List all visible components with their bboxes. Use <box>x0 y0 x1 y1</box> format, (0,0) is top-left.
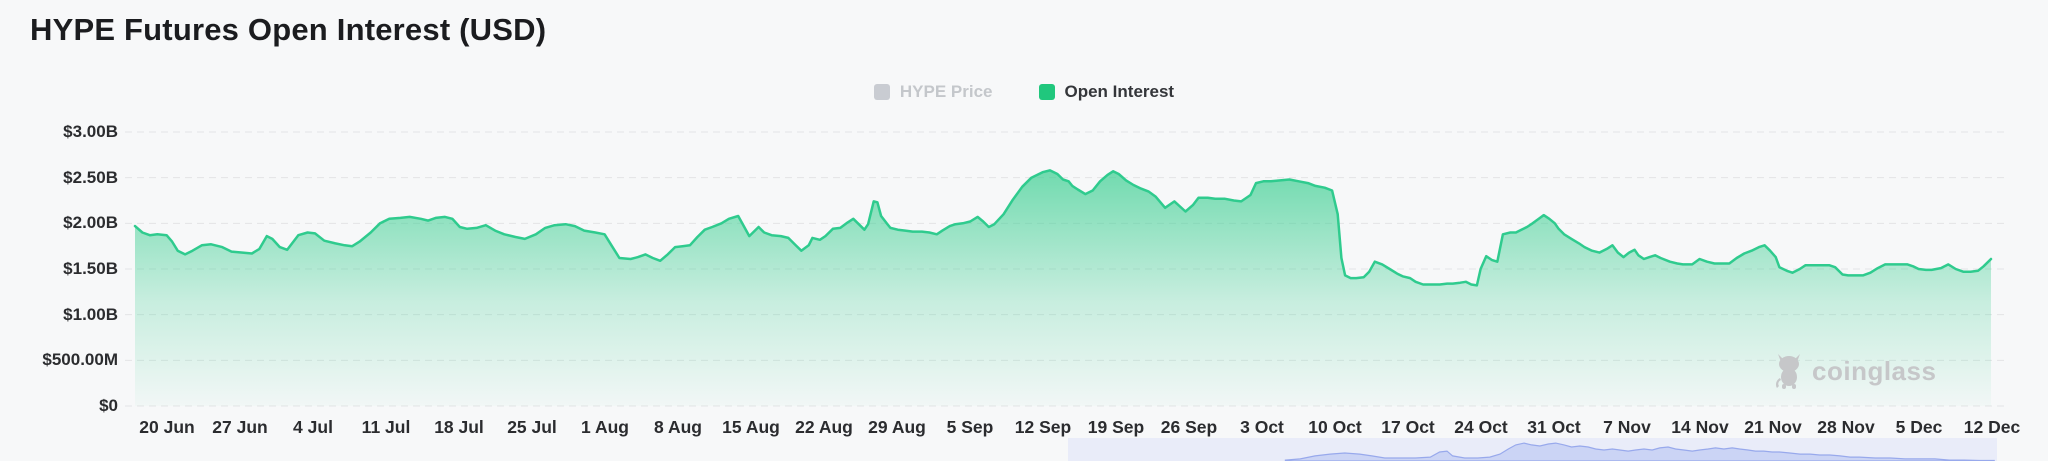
y-axis-tick-label: $2.00B <box>63 213 118 233</box>
x-axis-tick-label: 24 Oct <box>1454 417 1508 437</box>
coinglass-watermark: coinglass <box>1774 352 1936 390</box>
x-axis-tick-label: 14 Nov <box>1671 417 1729 437</box>
x-axis-tick-label: 4 Jul <box>293 417 333 437</box>
x-axis-tick-label: 15 Aug <box>722 417 780 437</box>
x-axis-tick-label: 20 Jun <box>139 417 195 437</box>
legend-item-hype-price[interactable]: HYPE Price <box>873 82 993 102</box>
x-axis-tick-label: 12 Sep <box>1014 417 1072 437</box>
x-axis-tick-label: 18 Jul <box>434 417 484 437</box>
chart-legend: HYPE Price Open Interest <box>0 82 2048 102</box>
x-axis-tick-label: 27 Jun <box>212 417 268 437</box>
preview-area-silhouette <box>1284 442 1995 461</box>
chart-title: HYPE Futures Open Interest (USD) <box>30 12 547 47</box>
x-axis-tick-label: 10 Oct <box>1308 417 1362 437</box>
legend-swatch-open-interest <box>1038 84 1055 100</box>
legend-item-open-interest[interactable]: Open Interest <box>1038 82 1175 102</box>
x-axis-tick-label: 28 Nov <box>1817 417 1875 437</box>
x-axis-tick-label: 26 Sep <box>1160 417 1218 437</box>
x-axis-tick-label: 7 Nov <box>1603 417 1651 437</box>
x-axis-tick-label: 31 Oct <box>1527 417 1581 437</box>
x-axis-tick-label: 1 Aug <box>581 417 629 437</box>
coinglass-watermark-text: coinglass <box>1812 355 1937 386</box>
x-axis-tick-label: 17 Oct <box>1381 417 1435 437</box>
x-axis-tick-label: 19 Sep <box>1087 417 1145 437</box>
x-axis-tick-label: 29 Aug <box>868 417 926 437</box>
coinglass-logo-icon <box>1776 354 1800 389</box>
x-axis-tick-label: 5 Sep <box>946 417 994 437</box>
x-axis-tick-label: 21 Nov <box>1744 417 1802 437</box>
y-axis-tick-label: $0 <box>99 396 118 415</box>
legend-label-open-interest: Open Interest <box>1064 82 1175 101</box>
legend-swatch-hype-price <box>873 84 890 100</box>
y-axis-tick-label: $3.00B <box>63 122 118 141</box>
x-axis-tick-label: 12 Dec <box>1963 417 2021 437</box>
legend-label-hype-price: HYPE Price <box>899 82 993 101</box>
bottom-preview-chart[interactable] <box>1068 438 1997 461</box>
y-axis-tick-label: $1.50B <box>63 259 118 278</box>
x-axis-tick-label: 5 Dec <box>1895 417 1943 437</box>
x-axis-tick-label: 8 Aug <box>654 417 702 437</box>
y-axis-tick-label: $500.00M <box>42 350 118 370</box>
y-axis-tick-label: $1.00B <box>63 304 118 324</box>
x-axis-tick-label: 11 Jul <box>361 417 411 437</box>
x-axis-tick-label: 25 Jul <box>507 417 557 437</box>
x-axis-tick-label: 22 Aug <box>795 417 853 437</box>
x-axis-tick-label: 3 Oct <box>1240 417 1284 437</box>
y-axis-tick-label: $2.50B <box>63 167 118 187</box>
